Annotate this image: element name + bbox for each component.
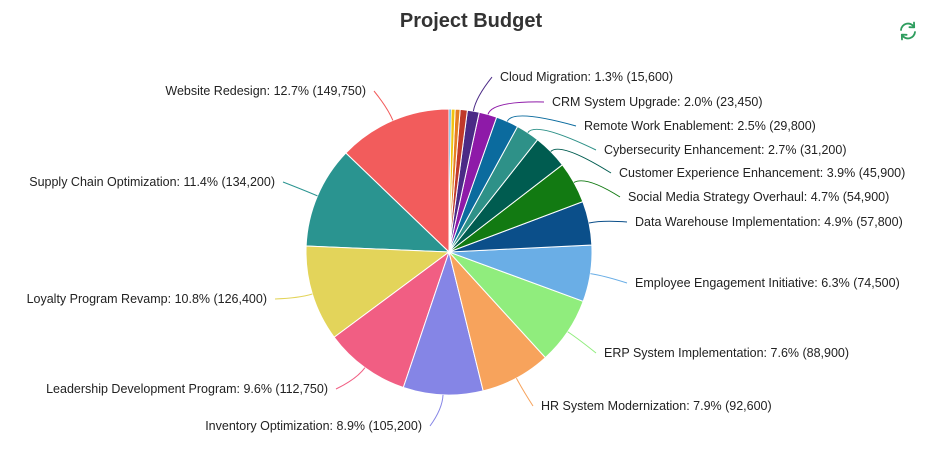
data-label: Cybersecurity Enhancement: 2.7% (31,200) <box>604 143 847 157</box>
data-label-label: Social Media Strategy Overhaul: <box>628 190 811 204</box>
data-label-percent: 4.9% <box>824 215 856 229</box>
pie-slice[interactable] <box>345 108 450 254</box>
data-label: Cloud Migration: 1.3% (15,600) <box>500 70 673 84</box>
data-label-value-text: (54,900) <box>843 190 890 204</box>
data-label-value-text: (149,750) <box>312 84 366 98</box>
label-connector <box>573 180 621 198</box>
data-label-value-text: (105,200) <box>368 419 422 433</box>
data-label-value-text: (74,500) <box>853 276 900 290</box>
data-label-percent: 2.7% <box>768 143 800 157</box>
data-label-percent: 12.7% <box>274 84 313 98</box>
data-label-value-text: (126,400) <box>213 292 267 306</box>
label-connector <box>335 367 366 390</box>
data-label-value-text: (15,600) <box>626 70 673 84</box>
label-connector <box>429 394 444 427</box>
data-label-label: HR System Modernization: <box>541 399 693 413</box>
refresh-icon <box>900 21 916 41</box>
label-connector <box>527 128 597 151</box>
pie-slice[interactable] <box>305 245 451 338</box>
data-label: Social Media Strategy Overhaul: 4.7% (54… <box>628 190 889 204</box>
label-connector <box>282 181 318 197</box>
data-label-label: Inventory Optimization: <box>205 419 336 433</box>
data-label: ERP System Implementation: 7.6% (88,900) <box>604 346 849 360</box>
data-label-value-text: (88,900) <box>802 346 849 360</box>
chart-title: Project Budget <box>399 10 543 32</box>
data-label-percent: 2.0% <box>684 95 716 109</box>
data-label: Inventory Optimization: 8.9% (105,200) <box>205 419 422 433</box>
data-label-label: Data Warehouse Implementation: <box>635 215 824 229</box>
data-label-percent: 8.9% <box>337 419 369 433</box>
data-label: Loyalty Program Revamp: 10.8% (126,400) <box>27 292 267 306</box>
pie-slice[interactable] <box>305 152 451 253</box>
data-label-label: ERP System Implementation: <box>604 346 771 360</box>
data-label-value-text: (112,750) <box>275 382 328 396</box>
label-connector <box>588 220 628 224</box>
label-connector <box>550 148 612 174</box>
data-label-value-text: (23,450) <box>716 95 763 109</box>
label-connector <box>487 101 545 115</box>
refresh-button[interactable] <box>895 18 921 44</box>
data-label-percent: 7.9% <box>693 399 725 413</box>
data-label-value-text: (92,600) <box>725 399 772 413</box>
data-label: Employee Engagement Initiative: 6.3% (74… <box>635 276 900 290</box>
data-label-percent: 7.6% <box>771 346 803 360</box>
data-label-value-text: (31,200) <box>800 143 847 157</box>
data-label-value-text: (29,800) <box>769 119 816 133</box>
label-connector <box>472 76 493 112</box>
pie-slice[interactable] <box>333 250 450 389</box>
label-connector <box>506 115 577 127</box>
data-label-label: CRM System Upgrade: <box>552 95 684 109</box>
data-label: HR System Modernization: 7.9% (92,600) <box>541 399 772 413</box>
data-label-label: Customer Experience Enhancement: <box>619 166 827 180</box>
data-label: Website Redesign: 12.7% (149,750) <box>165 84 366 98</box>
data-label-percent: 9.6% <box>243 382 275 396</box>
data-label: Leadership Development Program: 9.6% (11… <box>46 382 328 396</box>
data-label-percent: 4.7% <box>811 190 843 204</box>
data-label-label: Remote Work Enablement: <box>584 119 737 133</box>
pie-slice[interactable] <box>402 250 484 396</box>
label-connector <box>515 377 534 407</box>
data-label-label: Loyalty Program Revamp: <box>27 292 175 306</box>
data-label: CRM System Upgrade: 2.0% (23,450) <box>552 95 763 109</box>
data-label: Supply Chain Optimization: 11.4% (134,20… <box>29 175 275 189</box>
pie-slice[interactable] <box>448 108 452 253</box>
label-connector <box>274 293 313 300</box>
data-label-percent: 3.9% <box>827 166 859 180</box>
data-label-label: Website Redesign: <box>165 84 273 98</box>
data-label-label: Supply Chain Optimization: <box>29 175 183 189</box>
label-connector <box>590 273 628 284</box>
data-label-value-text: (57,800) <box>856 215 903 229</box>
data-label: Data Warehouse Implementation: 4.9% (57,… <box>635 215 903 229</box>
label-connector <box>373 90 394 121</box>
data-label-value-text: (134,200) <box>221 175 275 189</box>
label-connector <box>567 331 597 354</box>
data-label-percent: 10.8% <box>175 292 214 306</box>
data-label-percent: 1.3% <box>595 70 627 84</box>
data-label-percent: 2.5% <box>737 119 769 133</box>
data-label-percent: 6.3% <box>821 276 853 290</box>
data-label-label: Employee Engagement Initiative: <box>635 276 821 290</box>
data-label-label: Leadership Development Program: <box>46 382 243 396</box>
data-label-label: Cybersecurity Enhancement: <box>604 143 768 157</box>
data-label-percent: 11.4% <box>183 175 221 189</box>
data-label-value-text: (45,900) <box>859 166 906 180</box>
data-label: Customer Experience Enhancement: 3.9% (4… <box>619 166 905 180</box>
data-label: Remote Work Enablement: 2.5% (29,800) <box>584 119 816 133</box>
data-label-label: Cloud Migration: <box>500 70 595 84</box>
